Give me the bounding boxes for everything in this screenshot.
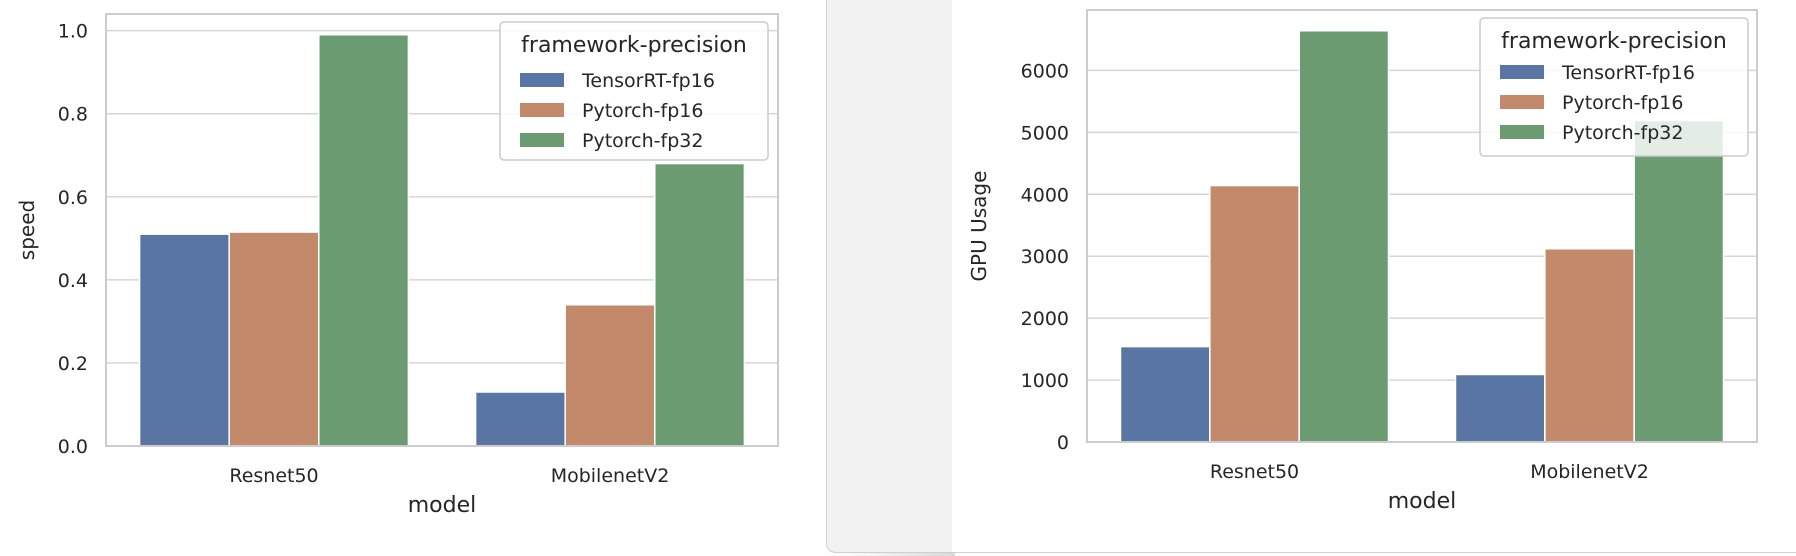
x-axis-label: model (1388, 489, 1457, 514)
bar (1119, 345, 1211, 443)
x-tick-label: Resnet50 (1210, 461, 1299, 483)
legend-swatch (520, 133, 564, 147)
plot-frame (105, 13, 779, 447)
side-card (826, 0, 963, 553)
legend-swatch (1500, 65, 1544, 79)
bar (474, 391, 566, 447)
legend-item-label: TensorRT-fp16 (1561, 62, 1695, 84)
y-axis-label: speed (15, 200, 39, 260)
x-tick-label: Resnet50 (229, 465, 318, 487)
bar (1544, 248, 1635, 443)
y-tick-label: 2000 (1021, 308, 1069, 330)
legend-box (1479, 17, 1749, 157)
legend-title: framework-precision (521, 33, 747, 58)
bar (1209, 184, 1300, 443)
y-tick-label: 6000 (1021, 60, 1069, 82)
speed-bar-chart: 0.0 0.2 0.4 0.6 0.8 1.0 Resnet50 MobilenetV2 mod… (15, 13, 779, 518)
plot-frame (1086, 9, 1758, 443)
legend-box (499, 21, 769, 161)
legend-swatch (1500, 95, 1544, 109)
bar (1298, 29, 1390, 443)
legend-item-label: Pytorch-fp16 (1562, 92, 1683, 114)
gpu-usage-chart-panel: 0 1000 2000 3000 4000 5000 6000 Resnet50 Mobilen… (952, 0, 1796, 553)
x-axis-label: model (408, 493, 477, 518)
x-tick-label: MobilenetV2 (1530, 461, 1649, 483)
bar (1454, 373, 1546, 443)
y-tick-label: 1.0 (58, 21, 88, 43)
legend: framework-precision TensorRT-fp16 Pytorch-… (499, 21, 769, 161)
y-axis-label: GPU Usage (967, 171, 991, 282)
bar (138, 233, 230, 447)
legend-item-label: Pytorch-fp16 (582, 100, 703, 122)
legend-swatch (520, 73, 564, 87)
bar (318, 34, 410, 447)
speed-chart-panel: 0.0 0.2 0.4 0.6 0.8 1.0 Resnet50 MobilenetV2 mod… (0, 0, 820, 556)
y-tick-label: 0.6 (58, 187, 88, 209)
legend-title: framework-precision (1501, 29, 1727, 54)
legend-item-label: TensorRT-fp16 (581, 70, 715, 92)
y-tick-label: 0.8 (58, 104, 88, 126)
y-tick-label: 3000 (1021, 246, 1069, 268)
y-tick-label: 4000 (1021, 184, 1069, 206)
x-tick-label: MobilenetV2 (551, 465, 670, 487)
bar (564, 304, 656, 447)
legend-swatch (520, 103, 564, 117)
bar (654, 162, 746, 447)
legend: framework-precision TensorRT-fp16 Pytorch-… (1479, 17, 1749, 157)
legend-item-label: Pytorch-fp32 (582, 130, 703, 152)
y-tick-label: 0.0 (58, 436, 88, 458)
legend-swatch (1500, 125, 1544, 139)
legend-item-label: Pytorch-fp32 (1562, 122, 1683, 144)
y-tick-label: 5000 (1021, 122, 1069, 144)
bar (228, 231, 320, 447)
bar (1633, 119, 1725, 443)
y-tick-label: 0.2 (58, 353, 88, 375)
y-tick-label: 0 (1057, 432, 1069, 454)
y-tick-label: 1000 (1021, 370, 1069, 392)
y-tick-label: 0.4 (58, 270, 88, 292)
gpu-usage-bar-chart: 0 1000 2000 3000 4000 5000 6000 Resnet50 Mobilen… (967, 9, 1758, 514)
